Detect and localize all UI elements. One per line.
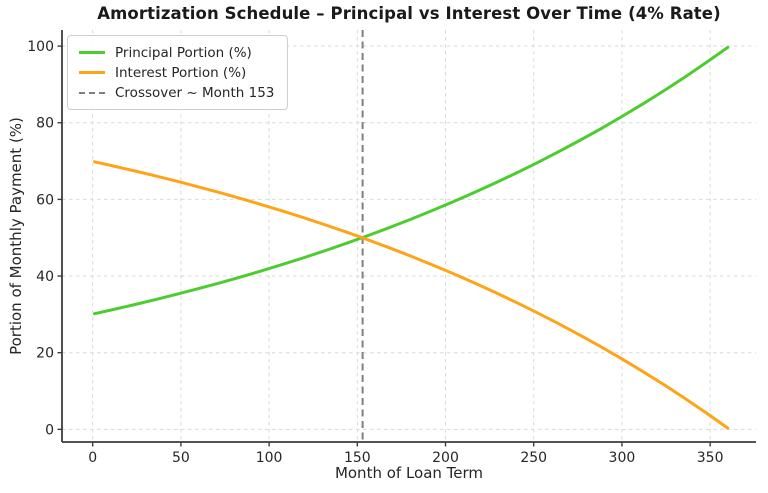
y-tick-label: 20 (36, 346, 54, 362)
y-tick-label: 100 (27, 39, 54, 55)
series-line-interest (93, 160, 730, 430)
x-tick-label: 50 (172, 450, 190, 466)
legend-swatch-crossover-line (79, 91, 105, 94)
x-axis-label: Month of Loan Term (334, 464, 484, 482)
legend-item-interest: Interest Portion (%) (79, 63, 274, 82)
legend-label-interest: Interest Portion (%) (115, 64, 247, 81)
x-tick-label: 0 (88, 450, 97, 466)
y-tick-label: 0 (45, 422, 54, 438)
legend-swatch-principal-line (79, 51, 105, 54)
y-tick-label: 40 (36, 269, 54, 285)
y-axis-label: Portion of Monthly Payment (%) (7, 117, 25, 355)
x-tick-label: 350 (697, 450, 724, 466)
x-tick-label: 250 (520, 450, 547, 466)
y-tick-label: 80 (36, 116, 54, 132)
legend-item-crossover: Crossover ~ Month 153 (79, 83, 274, 102)
x-tick-label: 200 (432, 450, 459, 466)
legend-item-principal: Principal Portion (%) (79, 43, 274, 62)
legend-label-principal: Principal Portion (%) (115, 44, 252, 61)
x-tick-label: 300 (609, 450, 636, 466)
x-tick-label: 150 (344, 450, 371, 466)
legend-label-crossover: Crossover ~ Month 153 (115, 84, 275, 101)
y-tick-label: 60 (36, 192, 54, 208)
chart-title: Amortization Schedule – Principal vs Int… (97, 4, 721, 23)
series-line-principal (93, 45, 730, 316)
legend-swatch-interest-line (79, 71, 105, 74)
legend: Principal Portion (%) Interest Portion (… (67, 35, 289, 110)
x-tick-label: 100 (256, 450, 283, 466)
